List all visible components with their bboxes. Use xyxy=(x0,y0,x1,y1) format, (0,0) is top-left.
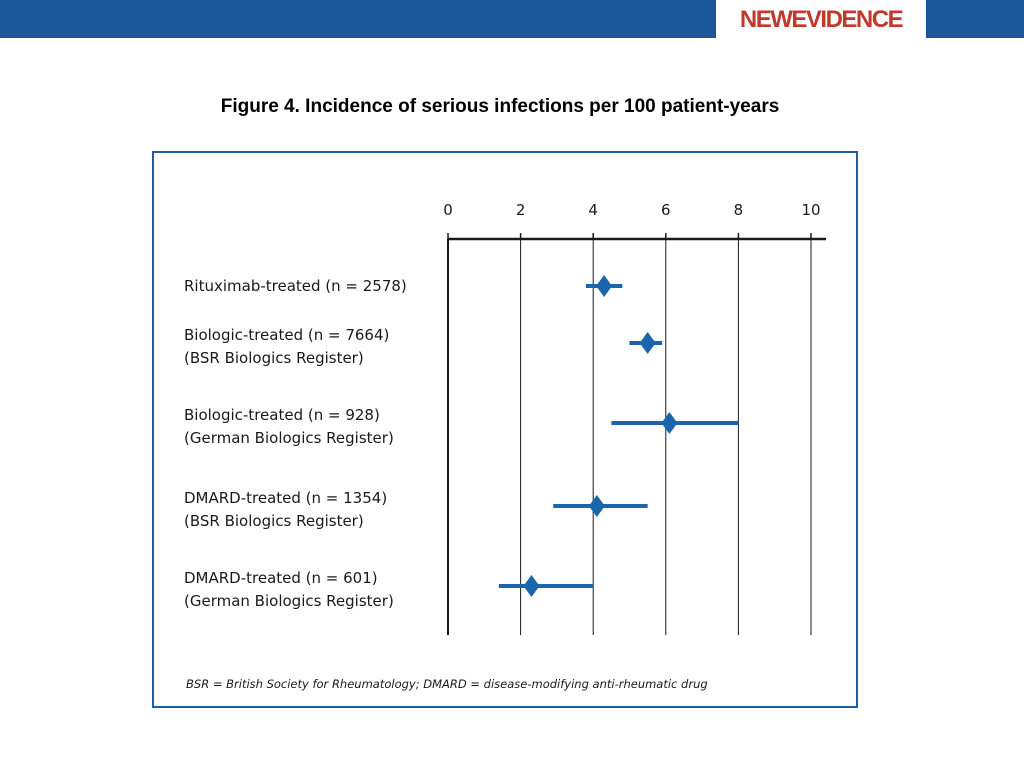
estimate-marker xyxy=(596,275,613,297)
row-sublabel: (BSR Biologics Register) xyxy=(184,349,364,367)
chart-frame: 0 2 4 6 8 10 Rituximab-treated (n = 2578) Biolo… xyxy=(152,151,858,708)
estimate-marker xyxy=(523,575,540,597)
estimate-marker xyxy=(639,332,656,354)
header-bar: NEWEVIDENCE xyxy=(0,0,1024,38)
row-label: Biologic-treated (n = 928) xyxy=(184,406,380,424)
row-label: Biologic-treated (n = 7664) xyxy=(184,326,389,344)
logo-box: NEWEVIDENCE xyxy=(716,0,926,38)
row-sublabel: (German Biologics Register) xyxy=(184,429,394,447)
x-tick-label: 2 xyxy=(516,201,526,219)
row-sublabel: (BSR Biologics Register) xyxy=(184,512,364,530)
x-tick-label: 10 xyxy=(801,201,820,219)
x-tick-label: 0 xyxy=(443,201,453,219)
row-label: DMARD-treated (n = 601) xyxy=(184,569,378,587)
row-label: Rituximab-treated (n = 2578) xyxy=(184,277,407,295)
footnote: BSR = British Society for Rheumatology; … xyxy=(186,677,708,691)
row-label: DMARD-treated (n = 1354) xyxy=(184,489,387,507)
estimate-marker xyxy=(661,412,678,434)
x-tick-label: 6 xyxy=(661,201,671,219)
row-sublabel: (German Biologics Register) xyxy=(184,592,394,610)
x-tick-label: 4 xyxy=(588,201,598,219)
figure-title: Figure 4. Incidence of serious infection… xyxy=(220,96,780,117)
logo: NEWEVIDENCE xyxy=(739,6,904,33)
x-tick-label: 8 xyxy=(734,201,744,219)
estimate-marker xyxy=(588,495,605,517)
forest-plot: 0 2 4 6 8 10 Rituximab-treated (n = 2578) Biolo… xyxy=(184,201,826,635)
